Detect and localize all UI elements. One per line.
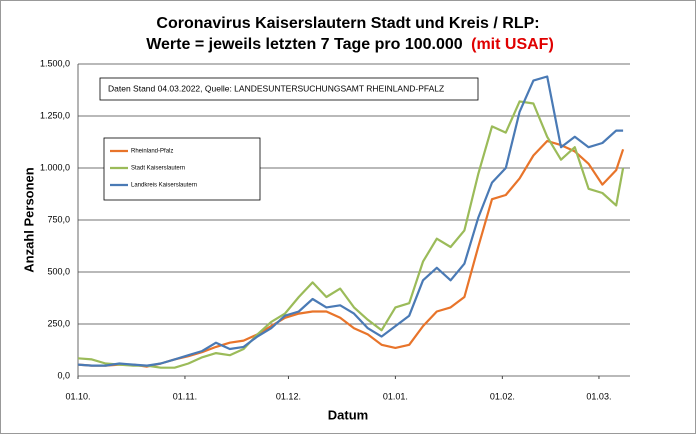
x-axis-label: Datum <box>328 407 368 422</box>
y-tick-label: 0,0 <box>57 370 70 380</box>
y-axis-label: Anzahl Personen <box>21 167 36 273</box>
chart-subtitle: Werte = jeweils letzten 7 Tage pro 100.0… <box>146 36 554 53</box>
subtitle: Werte = jeweils letzten 7 Tage pro 100.0… <box>146 36 463 53</box>
chart-title: Coronavirus Kaiserslautern Stadt und Kre… <box>156 15 539 32</box>
legend-label: Rheinland-Pfalz <box>131 149 173 155</box>
plot-area: 0,0 250,0 500,0 750,0 1.000,0 1.250,0 1.500,0 0… <box>40 58 630 401</box>
subtitle-highlight: (mit USAF) <box>471 36 554 53</box>
series-line <box>77 100 625 369</box>
annotation-box <box>99 77 479 101</box>
series-line <box>77 75 624 367</box>
y-tick-label: 1.500,0 <box>40 58 70 68</box>
x-tick-label: 01.02. <box>490 391 515 401</box>
y-tick-label: 750,0 <box>47 214 70 224</box>
y-tick-label: 500,0 <box>47 266 70 276</box>
legend <box>103 137 261 201</box>
x-tick-label: 01.11. <box>173 391 197 401</box>
x-tick-label: 01.10. <box>65 391 90 401</box>
x-tick-label: 01.03. <box>586 391 611 401</box>
y-tick-label: 250,0 <box>47 318 70 328</box>
y-tick-label: 1.000,0 <box>40 162 70 172</box>
x-tick-label: 01.01. <box>383 391 408 401</box>
x-tick-label: 01.12. <box>276 391 301 401</box>
annotation: Daten Stand 04.03.2022, Quelle: LANDESUN… <box>108 83 444 93</box>
legend-entries: Rheinland-Pfalz Stadt Kaiserslautern Landk… <box>110 149 197 189</box>
legend-label: Stadt Kaiserslautern <box>131 166 185 172</box>
legend-label: Landkreis Kaiserslautern <box>131 183 197 189</box>
y-tick-label: 1.250,0 <box>40 110 70 120</box>
